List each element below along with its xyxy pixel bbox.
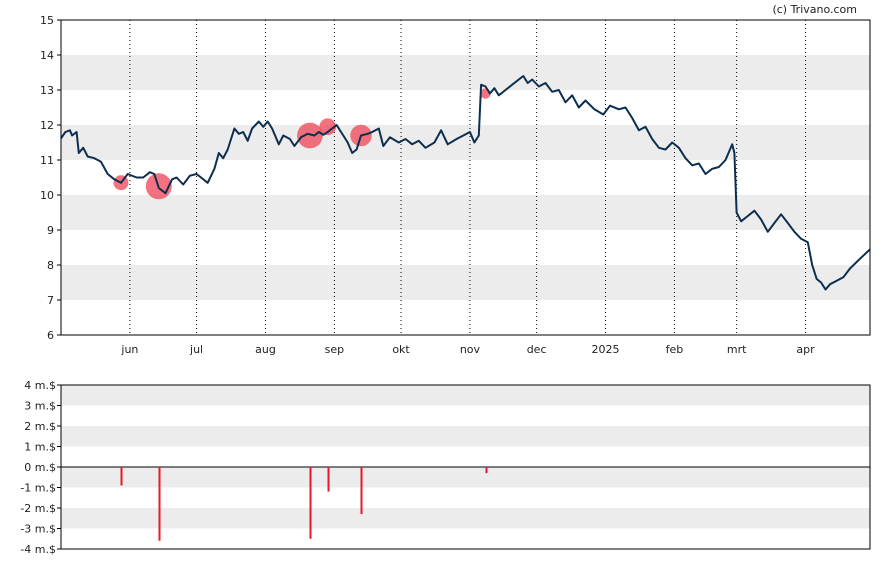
y-tick-label: 14 xyxy=(40,49,54,62)
y-tick-label: 11 xyxy=(40,154,54,167)
y-tick-label: 15 xyxy=(40,14,54,27)
price-grid-band xyxy=(61,55,870,90)
x-tick-label: dec xyxy=(527,343,547,356)
x-tick-label: aug xyxy=(255,343,276,356)
x-tick-label: 2025 xyxy=(592,343,620,356)
x-tick-label: apr xyxy=(796,343,815,356)
x-tick-label: okt xyxy=(392,343,410,356)
volume-y-tick-label: 1 m.$ xyxy=(24,441,56,454)
y-tick-label: 8 xyxy=(47,259,54,272)
price-line xyxy=(60,75,871,291)
volume-y-tick-label: -1 m.$ xyxy=(20,482,56,495)
y-tick-label: 10 xyxy=(40,189,54,202)
trade-bubble xyxy=(297,122,323,149)
price-panel: jun jul aug sep okt nov dec 2025 feb mrt apr 6 7 8 9 10… xyxy=(40,14,871,356)
price-grid-band xyxy=(61,195,870,230)
volume-plot-frame xyxy=(60,384,871,550)
y-tick-label: 9 xyxy=(47,224,54,237)
volume-y-tick-label: -4 m.$ xyxy=(20,543,56,556)
y-tick-label: 6 xyxy=(47,329,54,342)
x-tick-label: sep xyxy=(325,343,344,356)
volume-grid-band xyxy=(61,467,870,488)
volume-grid-band xyxy=(61,385,870,406)
price-grid-band xyxy=(61,125,870,160)
trade-bubble xyxy=(319,118,337,136)
volume-y-tick-label: 2 m.$ xyxy=(24,420,56,433)
y-tick-label: 13 xyxy=(40,84,54,97)
x-tick-label: mrt xyxy=(727,343,747,356)
x-tick-label: jul xyxy=(189,343,203,356)
x-tick-label: nov xyxy=(460,343,481,356)
volume-panel: -4 m.$ -3 m.$ -2 m.$ -1 m.$ 0 m.$ 1 m.$ 2 m.$ 3… xyxy=(20,379,871,556)
watermark: (c) Trivano.com xyxy=(772,3,857,16)
volume-grid-band xyxy=(61,426,870,447)
volume-y-tick-label: 4 m.$ xyxy=(24,379,56,392)
volume-grid-band xyxy=(61,508,870,529)
x-tick-label: jun xyxy=(120,343,138,356)
y-tick-label: 12 xyxy=(40,119,54,132)
volume-y-tick-label: 0 m.$ xyxy=(24,461,56,474)
volume-y-tick-label: -2 m.$ xyxy=(20,502,56,515)
volume-y-tick-label: -3 m.$ xyxy=(20,523,56,536)
price-plot-frame xyxy=(60,19,871,336)
price-grid-band xyxy=(61,265,870,300)
volume-y-tick-label: 3 m.$ xyxy=(24,400,56,413)
x-tick-label: feb xyxy=(666,343,684,356)
y-tick-label: 7 xyxy=(47,294,54,307)
